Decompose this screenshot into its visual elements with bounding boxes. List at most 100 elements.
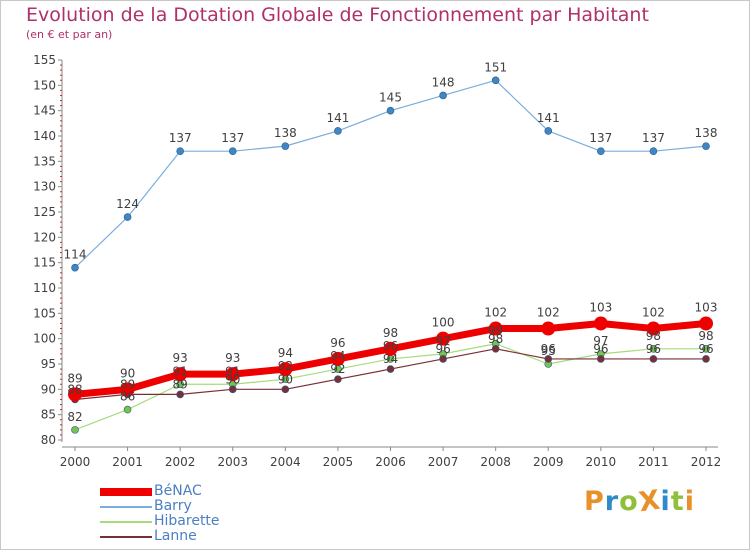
data-label-lanne: 88	[67, 382, 82, 396]
point-barry	[649, 147, 658, 155]
y-tick-label: 155	[33, 53, 56, 67]
logo-letter: i	[660, 486, 671, 517]
data-label-benac: 93	[225, 351, 240, 365]
data-label-hibarette: 98	[646, 329, 661, 343]
point-benac	[488, 321, 503, 336]
point-hibarette	[71, 426, 79, 434]
point-lanne	[649, 355, 658, 363]
data-label-lanne: 96	[541, 342, 556, 356]
data-label-lanne: 98	[488, 332, 503, 346]
data-label-hibarette: 98	[698, 329, 713, 343]
data-label-barry: 114	[64, 248, 87, 262]
data-label-hibarette: 94	[330, 349, 345, 363]
data-label-lanne: 94	[383, 352, 398, 366]
data-label-benac: 102	[642, 306, 665, 320]
point-lanne	[281, 385, 290, 394]
x-tick-label: 2012	[691, 455, 722, 469]
data-label-lanne: 96	[435, 342, 450, 356]
legend-item-hibarette: Hibarette	[100, 514, 300, 529]
point-benac	[541, 321, 556, 336]
y-tick-label: 125	[33, 205, 56, 219]
x-tick-label: 2001	[112, 455, 143, 469]
logo-letter: X	[636, 484, 663, 519]
y-tick-label: 130	[33, 180, 56, 194]
legend-item-barry: Barry	[100, 499, 300, 514]
data-label-hibarette: 97	[593, 334, 608, 348]
data-label-barry: 138	[274, 126, 297, 140]
point-lanne	[334, 375, 342, 384]
point-lanne	[597, 355, 605, 363]
x-tick-label: 2002	[165, 455, 196, 469]
data-label-benac: 93	[173, 351, 188, 365]
logo-letter: t	[670, 486, 685, 517]
data-label-barry: 141	[326, 111, 349, 125]
data-label-benac: 102	[537, 306, 560, 320]
point-benac	[699, 316, 713, 331]
x-tick-label: 2011	[638, 455, 669, 469]
data-label-lanne: 96	[646, 342, 661, 356]
data-label-lanne: 90	[225, 372, 240, 386]
point-lanne	[386, 365, 395, 373]
point-hibarette	[649, 344, 658, 353]
point-benac	[436, 331, 451, 346]
data-label-lanne: 96	[593, 342, 608, 356]
data-label-lanne: 89	[120, 377, 135, 391]
legend-swatch	[100, 536, 152, 538]
data-label-barry: 124	[116, 197, 139, 211]
x-tick-label: 2005	[323, 455, 354, 469]
data-label-barry: 148	[432, 75, 455, 89]
data-label-benac: 94	[278, 346, 293, 360]
point-barry	[228, 147, 237, 155]
point-barry	[71, 263, 79, 272]
point-barry	[334, 127, 342, 135]
point-benac	[383, 341, 398, 356]
point-benac	[120, 382, 135, 397]
data-label-benac: 103	[695, 300, 718, 314]
point-hibarette	[702, 344, 710, 353]
legend-swatch	[100, 488, 152, 496]
point-barry	[386, 106, 395, 115]
x-tick-label: 2010	[586, 455, 617, 469]
data-label-barry: 137	[169, 131, 192, 145]
point-barry	[544, 127, 553, 135]
y-tick-label: 85	[41, 408, 56, 422]
chart-legend: BéNAC Barry Hibarette Lanne	[100, 484, 300, 544]
y-tick-label: 120	[33, 230, 56, 244]
data-label-benac: 96	[330, 336, 345, 350]
data-label-hibarette: 82	[67, 410, 82, 424]
y-tick-label: 115	[33, 256, 56, 270]
point-lanne	[544, 355, 553, 363]
y-tick-label: 95	[41, 357, 56, 371]
data-label-lanne: 96	[698, 342, 713, 356]
x-tick-label: 2009	[533, 455, 564, 469]
legend-label: Barry	[154, 498, 192, 514]
logo-letter: i	[684, 486, 695, 517]
proxiti-logo: ProXiti	[584, 484, 695, 519]
point-lanne	[228, 385, 237, 394]
data-label-barry: 141	[537, 111, 560, 125]
data-label-benac: 98	[383, 326, 398, 340]
point-barry	[702, 142, 710, 150]
logo-letter: o	[619, 486, 639, 517]
point-barry	[123, 213, 132, 221]
data-label-lanne: 89	[173, 377, 188, 391]
point-lanne	[176, 390, 184, 399]
y-tick-label: 150	[33, 78, 56, 92]
chart-title: Evolution de la Dotation Globale de Fonc…	[26, 4, 649, 26]
point-benac	[225, 367, 240, 382]
data-label-benac: 90	[120, 366, 135, 380]
data-label-benac: 89	[67, 371, 82, 385]
point-barry	[439, 91, 447, 100]
chart-subtitle: (en € et par an)	[26, 28, 113, 41]
point-barry	[491, 76, 500, 85]
y-tick-label: 100	[33, 332, 56, 346]
point-barry	[597, 147, 605, 155]
data-label-hibarette: 95	[541, 344, 556, 358]
point-benac	[68, 387, 82, 402]
x-tick-label: 2000	[60, 455, 91, 469]
x-tick-label: 2007	[428, 455, 459, 469]
point-hibarette	[123, 405, 132, 414]
data-label-hibarette: 91	[173, 364, 188, 378]
data-label-hibarette: 96	[383, 339, 398, 353]
